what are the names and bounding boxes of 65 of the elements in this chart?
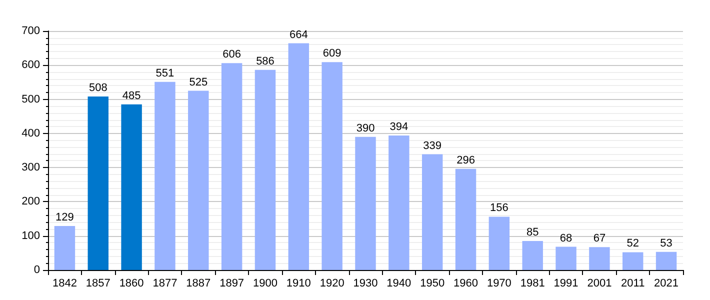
data-label: 394 — [390, 120, 408, 133]
data-label: 339 — [423, 140, 442, 152]
bar — [54, 226, 76, 270]
y-tick-label: 200 — [22, 196, 40, 208]
bar — [556, 246, 576, 270]
bar — [221, 63, 242, 270]
data-label: 156 — [490, 202, 508, 214]
data-label: 586 — [256, 55, 274, 68]
bar — [488, 216, 510, 270]
y-tick-label: 700 — [22, 25, 40, 37]
bar — [254, 70, 276, 270]
bar — [288, 43, 310, 270]
data-label: 609 — [322, 48, 342, 60]
y-tick-label: 400 — [22, 127, 40, 140]
x-tick-label: 1981 — [520, 278, 545, 290]
x-tick-label: 2011 — [621, 278, 645, 290]
data-label: 606 — [222, 48, 241, 61]
data-label: 129 — [56, 211, 74, 224]
bar — [121, 104, 142, 270]
data-label: 52 — [626, 238, 639, 250]
data-label: 67 — [593, 232, 606, 245]
x-tick-label: 1991 — [554, 278, 578, 290]
x-tick-label: 1910 — [286, 278, 311, 290]
x-tick-label: 1920 — [320, 278, 344, 290]
data-label: 551 — [156, 67, 174, 80]
y-tick-label: 500 — [22, 93, 40, 106]
data-label: 53 — [660, 237, 672, 250]
bar — [188, 90, 209, 270]
data-label: 390 — [356, 122, 375, 134]
bar — [355, 136, 376, 270]
x-tick-label: 1857 — [86, 278, 110, 290]
data-label: 485 — [122, 90, 141, 102]
y-tick-label: 600 — [22, 59, 40, 72]
bar — [589, 247, 610, 270]
x-tick-label: 1940 — [386, 278, 412, 290]
x-tick-label: 1930 — [353, 278, 378, 290]
data-label: 508 — [88, 82, 108, 94]
bar — [88, 96, 108, 270]
bar — [622, 252, 644, 270]
x-tick-label: 1900 — [252, 278, 278, 290]
data-label: 68 — [560, 232, 572, 244]
bar — [322, 62, 342, 270]
y-tick-label: 300 — [22, 162, 40, 174]
x-tick-label: 1897 — [220, 278, 244, 290]
y-tick-label: 0 — [34, 264, 40, 276]
x-tick-label: 2001 — [587, 278, 612, 290]
bar — [455, 168, 476, 270]
data-label: 664 — [289, 28, 308, 41]
data-label: 296 — [456, 154, 475, 166]
x-tick-label: 2021 — [654, 278, 679, 290]
bar — [422, 154, 443, 270]
x-tick-label: 1860 — [119, 278, 144, 290]
data-label: 85 — [526, 226, 539, 238]
x-tick-label: 1842 — [52, 278, 77, 290]
x-tick-label: 1970 — [486, 278, 512, 290]
x-tick-label: 1960 — [454, 278, 478, 290]
bar — [388, 135, 410, 270]
bar — [154, 82, 176, 270]
y-tick-label: 100 — [22, 230, 40, 242]
x-tick-label: 1950 — [420, 278, 445, 290]
bar — [522, 240, 543, 270]
bar — [656, 252, 677, 270]
data-label: 525 — [189, 76, 208, 88]
x-tick-label: 1887 — [186, 278, 211, 290]
x-tick-label: 1877 — [152, 278, 178, 290]
